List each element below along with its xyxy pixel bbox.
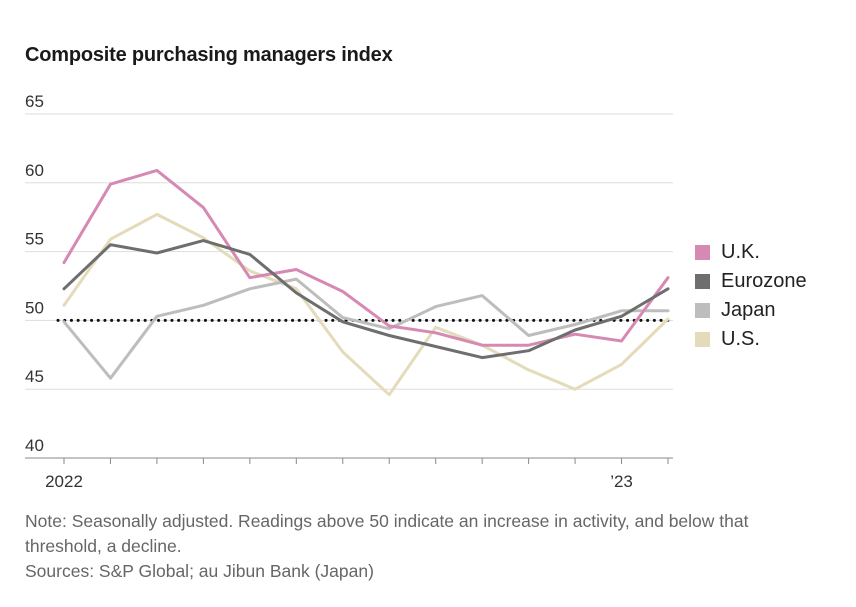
chart-note: Note: Seasonally adjusted. Readings abov… [25,509,815,584]
legend-item-uk: U.K. [695,238,807,267]
legend-swatch-japan [695,303,710,318]
series-line-u-k [62,168,670,347]
gridlines [25,113,673,459]
legend-swatch-uk [695,245,710,260]
x-axis-ticks: 2022 ’23 [45,458,669,491]
y-tick-label-55: 55 [25,230,44,249]
y-tick-label-50: 50 [25,298,44,317]
y-tick-label-45: 45 [25,367,44,386]
series-line-japan [62,277,670,380]
series-line-u-s [62,212,670,397]
legend-label-eurozone: Eurozone [721,270,807,292]
legend-item-eurozone: Eurozone [695,267,807,296]
legend-item-japan: Japan [695,296,807,325]
y-tick-label-40: 40 [25,436,44,455]
series-line-eurozone [62,239,670,360]
legend-label-uk: U.K. [721,241,760,263]
x-tick-label: ’23 [610,472,633,491]
legend-swatch-eurozone [695,274,710,289]
y-axis-ticks: 40 45 50 55 60 65 [25,92,44,455]
y-tick-label-60: 60 [25,161,44,180]
legend-item-us: U.S. [695,325,807,354]
legend: U.K. Eurozone Japan U.S. [695,238,807,354]
legend-swatch-us [695,332,710,347]
note-text: Note: Seasonally adjusted. Readings abov… [25,511,749,556]
x-tick-label: 2022 [45,472,83,491]
legend-label-japan: Japan [721,299,776,321]
y-tick-label-65: 65 [25,92,44,111]
legend-label-us: U.S. [721,328,760,350]
chart-title: Composite purchasing managers index [25,44,393,66]
sources-text: Sources: S&P Global; au Jibun Bank (Japa… [25,561,374,581]
series-lines [62,168,670,397]
